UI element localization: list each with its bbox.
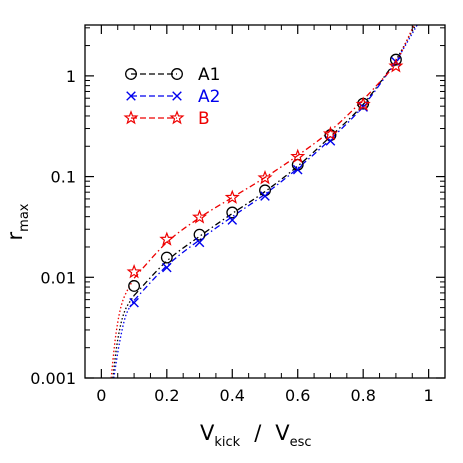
plot-frame	[84, 24, 446, 379]
legend-marker-b	[123, 110, 139, 125]
y-tick-label: 0.01	[40, 268, 76, 287]
x-tick-label: 0.4	[220, 386, 245, 405]
x-tick-label: 0.6	[285, 386, 310, 405]
legend-marker-a2	[126, 91, 136, 101]
fit-line-a1	[133, 60, 397, 296]
data-point-a2	[129, 297, 139, 308]
legend-label-a1: A1	[198, 65, 220, 85]
legend-label-b: B	[198, 109, 210, 129]
data-point-a1	[128, 280, 141, 292]
data-markers	[126, 53, 404, 308]
x-tick-label: 1	[424, 386, 434, 405]
x-tick-label: 0.2	[154, 386, 179, 405]
data-point-a1	[389, 53, 402, 66]
data-point-a2	[292, 164, 303, 175]
fit-line-a2	[133, 61, 397, 301]
data-point-a2	[194, 237, 205, 248]
data-point-a2	[260, 191, 270, 201]
data-point-b	[388, 58, 404, 73]
x-tick-label: 0.8	[350, 386, 375, 405]
fit-line-b	[133, 63, 397, 279]
data-point-b	[290, 148, 306, 163]
data-point-a2	[227, 215, 238, 225]
legend-marker-a1	[171, 68, 183, 80]
x-tick-label: 0	[96, 386, 106, 405]
data-point-a1	[193, 228, 206, 241]
data-point-b	[257, 169, 273, 185]
extrapolation-high-b	[395, 25, 415, 65]
y-tick-label: 0.001	[30, 369, 76, 388]
y-tick-label: 0.1	[51, 168, 76, 187]
data-point-b	[192, 209, 208, 224]
data-point-b	[355, 96, 371, 111]
data-point-a1	[259, 184, 271, 197]
y-axis-title: rmax	[3, 203, 32, 240]
data-point-a1	[226, 206, 239, 219]
extrapolation-high-a1	[395, 25, 417, 61]
fit-curves	[110, 25, 418, 378]
y-tick-label: 1	[66, 67, 76, 86]
legend-marker-a2	[172, 91, 182, 101]
x-axis-title: Vkick / Vesc	[200, 421, 312, 450]
data-point-a1	[160, 251, 173, 264]
data-point-b	[159, 231, 175, 246]
data-point-b	[322, 126, 338, 141]
legend-marker-a1	[125, 68, 137, 80]
data-point-a2	[162, 262, 172, 273]
legend-marker-b	[169, 110, 185, 125]
axis-ticks: 0 0.2 0.4 0.6 0.8 1 0.001 0.01 0.1 1	[30, 25, 445, 405]
data-point-b	[224, 189, 240, 204]
legend-label-a2: A2	[198, 87, 220, 107]
data-point-b	[126, 264, 142, 279]
extrapolation-low-a1	[112, 295, 135, 378]
